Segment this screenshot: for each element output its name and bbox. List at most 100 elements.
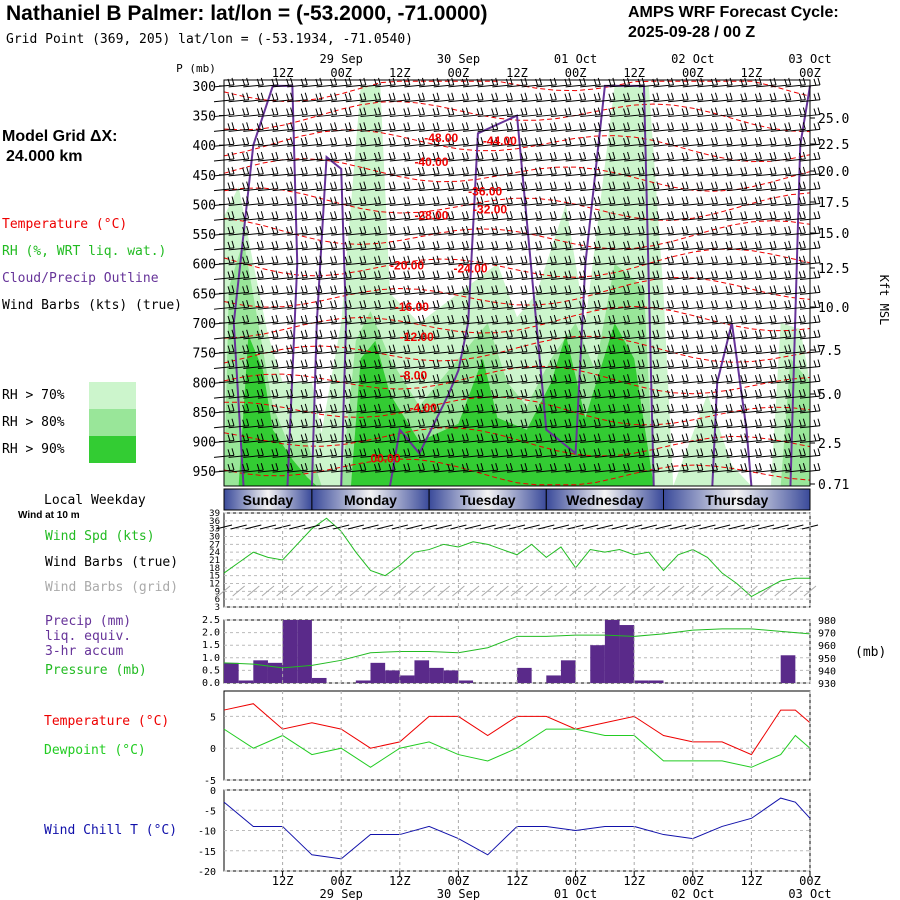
- wind-barb-flag: [407, 225, 411, 234]
- wind-barb-flag: [304, 433, 308, 441]
- wind-barb-flag: [769, 434, 773, 442]
- wind-barb: [785, 321, 806, 325]
- wind-barb-flag: [641, 433, 645, 441]
- wind-speed-label: Wind Spd (kts): [45, 529, 155, 544]
- wind-barb-flag: [564, 315, 568, 323]
- wind-barb-flag: [729, 374, 733, 382]
- wind-barb-flag: [495, 403, 499, 412]
- wind-barb-flag: [671, 418, 674, 426]
- wind-barb-flag: [480, 196, 484, 204]
- wind-barb: [712, 217, 733, 221]
- wind-barb-flag: [407, 448, 411, 456]
- wind-barb-flag: [388, 226, 392, 234]
- rh90-area-1: [238, 334, 317, 486]
- wind-barb: [741, 291, 762, 295]
- wind-barb-flag: [817, 196, 821, 204]
- wind-barb: [404, 336, 425, 340]
- wind-barb: [668, 188, 689, 192]
- windchill-tick-label: -15: [198, 847, 216, 858]
- wind-barb-flag: [769, 93, 773, 101]
- wind-barb: [756, 306, 777, 310]
- wind-barb: [301, 188, 322, 192]
- wind-barb-flag: [667, 226, 670, 234]
- wind-barb-flag: [256, 345, 260, 353]
- precip-label-block: Precip (mm) liq. equiv. 3-hr accum: [45, 614, 131, 659]
- wind-barb-flag: [378, 344, 381, 352]
- wind-barb-flag: [641, 211, 645, 219]
- wind-barb: [565, 114, 586, 118]
- wind-barb-flag: [348, 344, 352, 352]
- wind-barb-flag: [275, 418, 279, 426]
- wind-barb-flag: [465, 196, 469, 204]
- wind-barb-flag: [700, 433, 704, 441]
- wind-barb-flag: [495, 240, 499, 249]
- wind-barb-flag: [788, 448, 792, 456]
- wind-barb: [682, 336, 703, 340]
- wind-barb-flag: [583, 403, 587, 412]
- wind-barb-flag: [495, 107, 499, 115]
- wind-barb: [375, 247, 396, 251]
- wind-barb-flag: [242, 301, 246, 308]
- wind-barb: [682, 291, 703, 295]
- wind-barb-flag: [568, 329, 572, 337]
- wind-barb-flag: [359, 182, 363, 190]
- wind-barb: [492, 395, 513, 399]
- wind-barb: [477, 262, 498, 266]
- wind-barb: [536, 128, 557, 132]
- wind-barb-flag: [579, 108, 583, 116]
- wind-barb-flag: [260, 107, 264, 115]
- wind-barb-flag: [432, 419, 436, 427]
- wind-barb-flag: [271, 449, 275, 457]
- wind-barb: [580, 440, 601, 444]
- wind-barb-flag: [465, 92, 469, 100]
- wind-barb-flag: [417, 449, 421, 457]
- wind-barb: [653, 351, 674, 355]
- wind-barb-flag: [392, 300, 396, 308]
- wind-barb-flag: [359, 375, 363, 382]
- wind-barb: [433, 321, 454, 325]
- wind-barbs-true-label: Wind Barbs (true): [45, 555, 179, 570]
- wind-barb: [712, 336, 733, 340]
- wind-barb-flag: [304, 211, 308, 219]
- wind-barb-flag: [363, 122, 367, 130]
- wind-barb-flag: [374, 404, 377, 412]
- windchill-line: [223, 797, 811, 860]
- temperature-contour-label: -32.00: [473, 202, 507, 216]
- wind-barb-flag: [754, 108, 758, 116]
- wind-barb-flag: [773, 107, 777, 115]
- wind-barb: [682, 232, 703, 236]
- wind-barb-flag: [524, 225, 528, 234]
- top-date-label: 29 Sep: [320, 52, 363, 66]
- wind-barb-flag: [417, 419, 421, 427]
- wind-barb: [609, 262, 630, 266]
- wind-barb-flag: [374, 345, 377, 353]
- wind-barb-flag: [465, 77, 469, 86]
- wind-barb-flag: [447, 212, 451, 219]
- wind-barb-flag: [407, 433, 411, 441]
- precip-bar: [604, 620, 620, 683]
- wind-barb-flag: [495, 196, 499, 204]
- wind-barb-flag: [231, 196, 235, 204]
- wind-barb-flag: [564, 108, 568, 116]
- wind-barb: [419, 321, 440, 325]
- wind-barb: [257, 425, 278, 429]
- wind-barb: [360, 425, 381, 429]
- temperature-tick-label: 0: [210, 744, 216, 755]
- wind-barb-flag: [667, 212, 670, 219]
- wind-barb: [316, 143, 337, 147]
- wind-barb: [287, 425, 308, 429]
- wind-barb-flag: [681, 434, 685, 442]
- wind-barb-flag: [392, 255, 396, 263]
- wind-barb-flag: [564, 256, 568, 264]
- wind-barb-flag: [623, 389, 627, 397]
- wind-barb-flag: [231, 255, 235, 263]
- wind-barb: [345, 440, 366, 444]
- wind-barb: [375, 351, 396, 355]
- wind-barb-flag: [260, 285, 264, 293]
- wind-barb-flag: [700, 314, 704, 323]
- wind-barb-flag: [568, 77, 572, 86]
- wind-barb-flag: [505, 315, 509, 323]
- wind-barb: [638, 425, 659, 429]
- wind-barb-flag: [275, 77, 279, 86]
- wind-barb-flag: [568, 225, 572, 234]
